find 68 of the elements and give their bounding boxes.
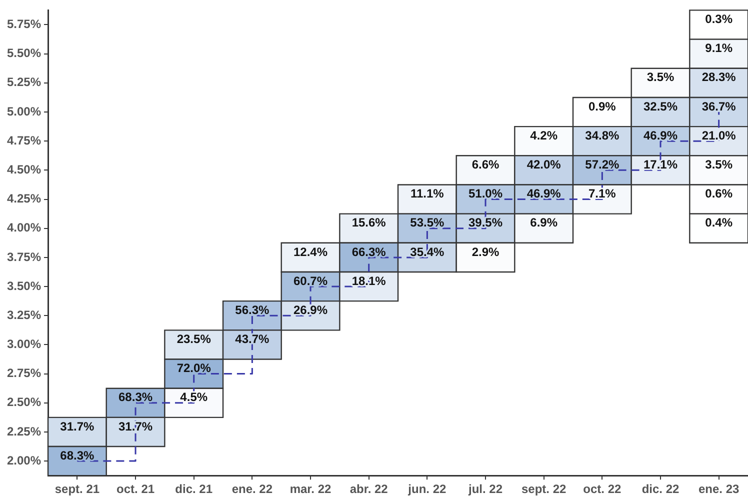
data-label: 36.7% (702, 99, 736, 114)
data-label: 72.0% (176, 361, 212, 376)
data-label: 6.6% (472, 157, 500, 172)
y-tick-label: 2.50% (6, 395, 42, 410)
y-tick-label: 4.25% (6, 192, 42, 206)
y-tick-label: 5.50% (6, 46, 42, 60)
x-tick-label: sept. 21 (54, 482, 100, 496)
data-label: 3.5% (646, 70, 675, 84)
data-label: 34.8% (585, 128, 620, 142)
data-label: 2.9% (472, 244, 500, 259)
y-tick-label: 2.75% (6, 366, 42, 380)
data-label: 68.3% (118, 390, 153, 404)
data-label: 0.4% (705, 216, 733, 230)
data-label: 35.4% (410, 244, 445, 259)
y-tick-label: 2.25% (6, 424, 42, 438)
data-label: 23.5% (176, 332, 212, 346)
data-label: 0.6% (705, 186, 733, 201)
data-label: 9.1% (705, 41, 733, 56)
data-label: 0.3% (705, 12, 733, 26)
x-tick-label: ene. 23 (698, 482, 740, 496)
data-label: 6.9% (530, 216, 558, 230)
y-tick-label: 5.25% (6, 75, 42, 90)
x-tick-label: mar. 22 (290, 482, 332, 496)
data-label: 46.9% (526, 186, 562, 201)
data-label: 68.3% (60, 448, 95, 462)
data-label: 43.7% (235, 332, 270, 346)
data-label: 51.0% (468, 186, 503, 201)
data-label: 17.1% (643, 157, 678, 172)
x-tick-label: jul. 22 (468, 482, 503, 496)
data-label: 3.5% (705, 157, 733, 172)
y-tick-label: 3.50% (6, 278, 42, 293)
y-tick-label: 3.75% (6, 250, 42, 264)
data-label: 28.3% (702, 70, 736, 84)
data-label: 56.3% (235, 302, 270, 317)
data-label: 66.3% (352, 244, 386, 259)
x-tick-label: abr. 22 (350, 482, 388, 496)
data-label: 26.9% (294, 302, 328, 317)
data-label: 42.0% (526, 157, 562, 172)
data-label: 4.5% (180, 390, 208, 404)
x-tick-label: ene. 22 (232, 482, 273, 496)
data-label: 15.6% (352, 216, 386, 230)
y-tick-label: 4.00% (6, 220, 42, 235)
x-tick-label: oct. 22 (583, 482, 622, 496)
y-tick-label: 5.00% (6, 104, 42, 118)
data-label: 4.2% (530, 128, 558, 142)
data-label: 39.5% (468, 216, 503, 230)
data-label: 31.7% (60, 419, 95, 434)
y-tick-label: 5.75% (6, 17, 42, 32)
y-tick-label: 3.00% (6, 337, 42, 352)
x-tick-label: dic. 22 (642, 482, 680, 496)
data-label: 11.1% (410, 186, 444, 201)
data-label: 53.5% (410, 216, 445, 230)
x-tick-label: oct. 21 (116, 482, 155, 496)
data-label: 7.1% (588, 186, 616, 201)
data-label: 32.5% (643, 99, 678, 114)
data-label: 0.9% (588, 99, 616, 114)
y-tick-label: 4.50% (6, 162, 42, 176)
y-tick-label: 2.00% (6, 453, 42, 468)
data-label: 12.4% (294, 244, 328, 259)
y-tick-label: 4.75% (6, 133, 42, 148)
x-tick-label: jun. 22 (407, 482, 447, 496)
data-label: 57.2% (585, 157, 620, 172)
data-label: 31.7% (118, 419, 153, 434)
y-tick-label: 3.25% (6, 308, 42, 322)
x-tick-label: dic. 21 (175, 482, 213, 496)
data-label: 46.9% (643, 128, 678, 142)
data-label: 60.7% (294, 274, 328, 288)
x-tick-label: sept. 22 (521, 482, 567, 496)
